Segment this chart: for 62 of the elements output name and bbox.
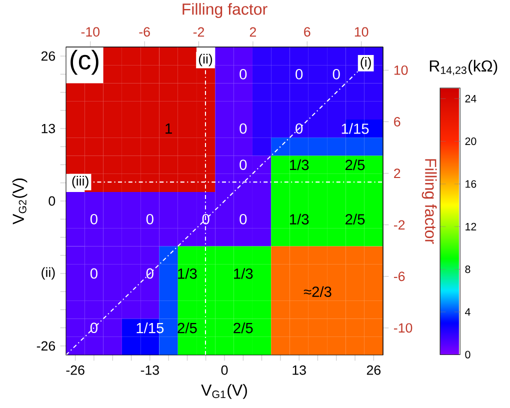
- annotation: 2/5: [346, 159, 365, 170]
- color-bar-label: 20: [465, 138, 476, 146]
- color-bar-title: R$_{14,23}$(kΩ): [430, 60, 498, 76]
- annotation: 1/15: [136, 322, 164, 334]
- annotation: (c): [70, 50, 98, 75]
- annotation: 0: [90, 322, 98, 334]
- color-bar-label: 16: [466, 180, 476, 188]
- annotation: (i): [360, 56, 371, 70]
- annotation: 0: [90, 268, 98, 279]
- y2-axis-title: Filling factor: [422, 159, 437, 244]
- y-tick-label: 13: [42, 124, 56, 134]
- y-tick-label: 0: [48, 196, 56, 206]
- annotation: 1/3: [290, 214, 309, 225]
- color-bar-label: 4: [465, 308, 470, 316]
- annotation: 1/3: [178, 268, 197, 279]
- y-tick-label: 26: [41, 51, 56, 61]
- annotation: (ii): [198, 54, 212, 66]
- color-bar-label: 8: [465, 266, 470, 274]
- color-bar-label: 12: [466, 222, 476, 230]
- x-tick-label: 0: [221, 365, 228, 375]
- x2-tick-label: 2: [250, 27, 256, 37]
- y-tick-label: (ii): [42, 267, 55, 280]
- annotation: 1: [166, 123, 172, 134]
- x-axis-title: V$_{G1}$(V): [201, 384, 247, 399]
- annotation: 0: [146, 268, 154, 279]
- x2-tick-label: 10: [354, 27, 368, 37]
- annotation: 2/5: [234, 322, 253, 334]
- x-tick-label: 26: [366, 365, 381, 375]
- y2-tick-label: -10: [394, 323, 412, 333]
- y2-tick-label: -2: [394, 220, 405, 230]
- annotation: 1/3: [234, 268, 253, 279]
- annotation: 0: [202, 214, 210, 224]
- annotation: 0: [240, 160, 247, 170]
- x-tick-label: -26: [66, 365, 84, 375]
- x2-tick-label: -10: [81, 27, 100, 37]
- x2-tick-label: -2: [193, 27, 204, 37]
- y-tick-label: -26: [36, 341, 56, 351]
- y2-tick-label: 2: [394, 168, 400, 178]
- x2-axis-title: Filling factor: [182, 3, 268, 18]
- annotation: ≈2/3: [304, 286, 332, 297]
- x2-tick-label: -6: [139, 27, 150, 37]
- y2-tick-label: 6: [394, 117, 400, 126]
- annotation: 1/3: [290, 159, 309, 170]
- x2-tick-label: 6: [304, 27, 310, 37]
- color-bar-label: 24: [465, 94, 476, 102]
- y2-tick-label: -6: [394, 272, 405, 282]
- annotation: 0: [296, 69, 303, 80]
- annotation: (iii): [72, 176, 88, 188]
- annotation: 0: [296, 123, 303, 134]
- annotation: 0: [240, 69, 247, 80]
- annotation: 0: [332, 69, 340, 80]
- x-tick-label: 13: [292, 365, 306, 375]
- annotation: 0: [146, 214, 154, 224]
- x-tick-label: -13: [140, 365, 159, 375]
- annotation: 0: [90, 214, 98, 224]
- y2-tick-label: 10: [394, 65, 408, 75]
- annotation: 2/5: [346, 214, 365, 225]
- annotation: 0: [240, 123, 247, 134]
- annotation: 0: [240, 214, 247, 224]
- color-bar-label: 0: [465, 350, 470, 358]
- y-axis-title: V$_{G2}$(V): [12, 178, 28, 224]
- annotation: 1/15: [342, 123, 369, 134]
